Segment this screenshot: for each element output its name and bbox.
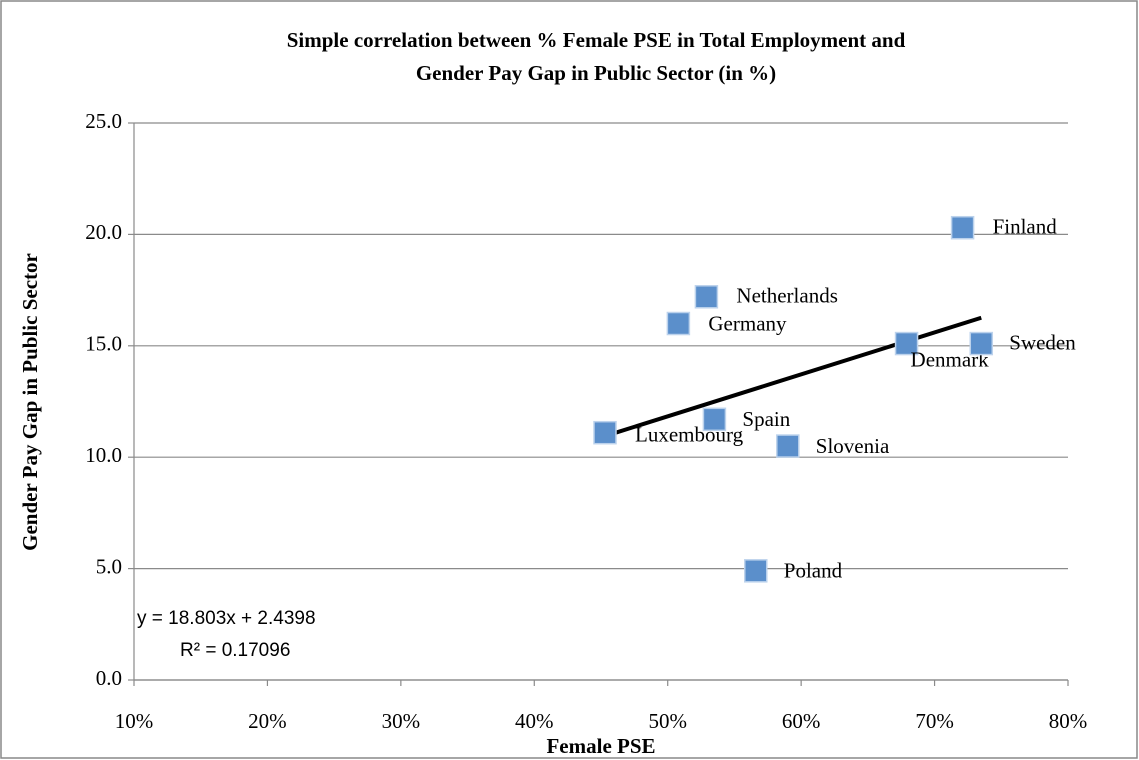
- y-tick-label: 0.0: [96, 666, 122, 690]
- x-tick-label: 60%: [782, 709, 821, 733]
- x-tick-label: 20%: [248, 709, 287, 733]
- y-axis-title: Gender Pay Gap in Public Sector: [18, 253, 42, 551]
- y-tick-label: 20.0: [85, 220, 122, 244]
- marker: [694, 285, 719, 309]
- y-tick-label: 15.0: [85, 332, 122, 356]
- y-tick-label: 5.0: [96, 554, 122, 578]
- x-tick-label: 80%: [1049, 709, 1088, 733]
- y-tick-label: 25.0: [85, 109, 122, 133]
- point-label: Germany: [708, 311, 787, 335]
- x-tick-label: 30%: [382, 709, 421, 733]
- x-tick-label: 70%: [915, 709, 954, 733]
- marker: [593, 420, 617, 445]
- point-label: Finland: [993, 215, 1058, 239]
- point-label: Poland: [784, 559, 843, 583]
- chart-title: Gender Pay Gap in Public Sector (in %): [416, 61, 776, 85]
- y-tick-label: 10.0: [85, 443, 122, 467]
- marker: [666, 311, 691, 336]
- trendline: [604, 315, 982, 438]
- point-label: Sweden: [1009, 330, 1076, 354]
- marker: [744, 559, 768, 583]
- x-tick-label: 50%: [648, 709, 687, 733]
- marker: [776, 434, 800, 458]
- marker: [894, 331, 919, 356]
- point-label: Spain: [742, 407, 790, 431]
- chart-title: Simple correlation between % Female PSE …: [287, 28, 906, 52]
- x-axis-title: Female PSE: [546, 734, 655, 758]
- point-label: Luxembourg: [635, 423, 744, 447]
- x-tick-label: 40%: [515, 709, 554, 733]
- trendline-equation: y = 18.803x + 2.4398: [137, 608, 316, 629]
- point-label: Slovenia: [816, 434, 890, 458]
- marker: [702, 407, 727, 432]
- marker: [969, 331, 994, 356]
- point-label: Netherlands: [736, 284, 837, 308]
- marker: [950, 215, 975, 240]
- trendline-r-squared: R² = 0.17096: [180, 640, 290, 661]
- x-tick-label: 10%: [115, 709, 154, 733]
